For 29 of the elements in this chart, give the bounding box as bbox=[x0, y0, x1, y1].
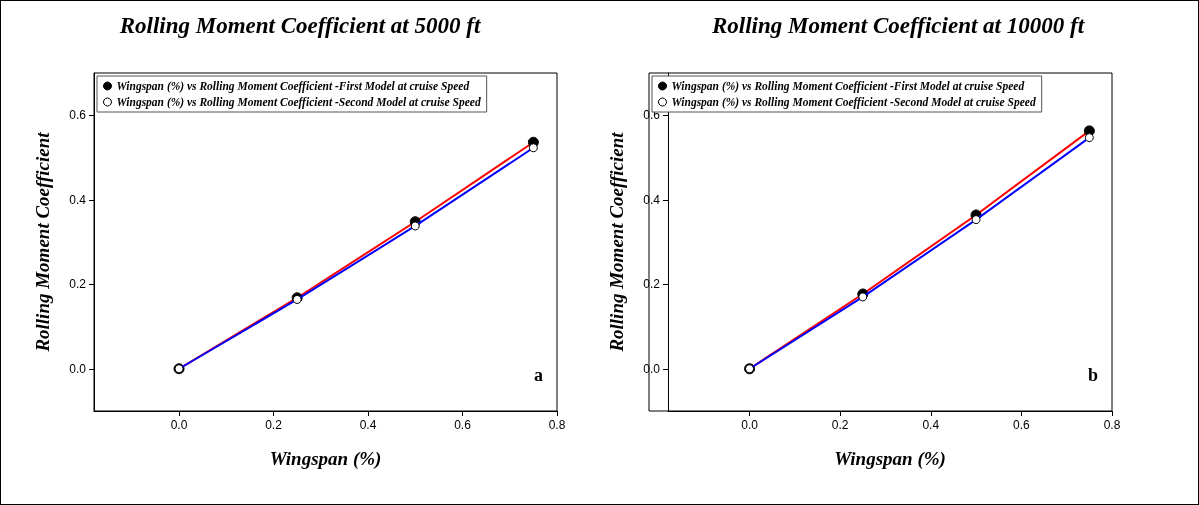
y-axis-title: Rolling Moment Coefficient bbox=[32, 131, 53, 353]
annotation: b bbox=[1087, 365, 1098, 385]
y-tick-label: 0.4 bbox=[69, 192, 87, 207]
x-axis-title: Wingspan (%) bbox=[834, 448, 946, 470]
y-tick-label: 0.6 bbox=[69, 108, 87, 123]
chart-title: Rolling Moment Coefficient at 5000 ft bbox=[118, 13, 481, 38]
x-axis-title: Wingspan (%) bbox=[269, 448, 382, 470]
x-tick-label: 0.2 bbox=[265, 418, 283, 432]
x-tick-label: 0.8 bbox=[548, 418, 566, 432]
legend-label: Wingspan (%) vs Rolling Moment Coefficient -First Model at cruise Speed bbox=[671, 80, 1025, 93]
y-tick-label: 0.0 bbox=[69, 361, 87, 376]
x-tick-label: 0.6 bbox=[454, 418, 472, 432]
x-tick-label: 0.6 bbox=[1013, 418, 1031, 432]
x-tick-label: 0.4 bbox=[922, 418, 940, 432]
x-tick-label: 0.2 bbox=[831, 418, 849, 432]
x-tick-label: 0.4 bbox=[359, 418, 377, 432]
x-tick-label: 0.0 bbox=[170, 418, 188, 432]
legend-label: Wingspan (%) vs Rolling Moment Coefficient -First Model at cruise Speed bbox=[116, 80, 470, 93]
x-tick-label: 0.0 bbox=[741, 418, 759, 432]
legend-label: Wingspan (%) vs Rolling Moment Coefficient -Second Model at cruise Speed bbox=[116, 96, 481, 109]
y-axis-title: Rolling Moment Coefficient bbox=[606, 131, 627, 353]
y-tick-label: 0.2 bbox=[69, 277, 87, 292]
y-tick-label: 0.2 bbox=[643, 277, 661, 292]
y-tick-label: 0.4 bbox=[643, 192, 661, 207]
chart-title: Rolling Moment Coefficient at 10000 ft bbox=[710, 13, 1085, 38]
legend-label: Wingspan (%) vs Rolling Moment Coefficient -Second Model at cruise Speed bbox=[671, 96, 1036, 109]
y-tick-label: 0.0 bbox=[643, 361, 661, 376]
x-tick-label: 0.8 bbox=[1103, 418, 1121, 432]
annotation: a bbox=[534, 365, 543, 385]
